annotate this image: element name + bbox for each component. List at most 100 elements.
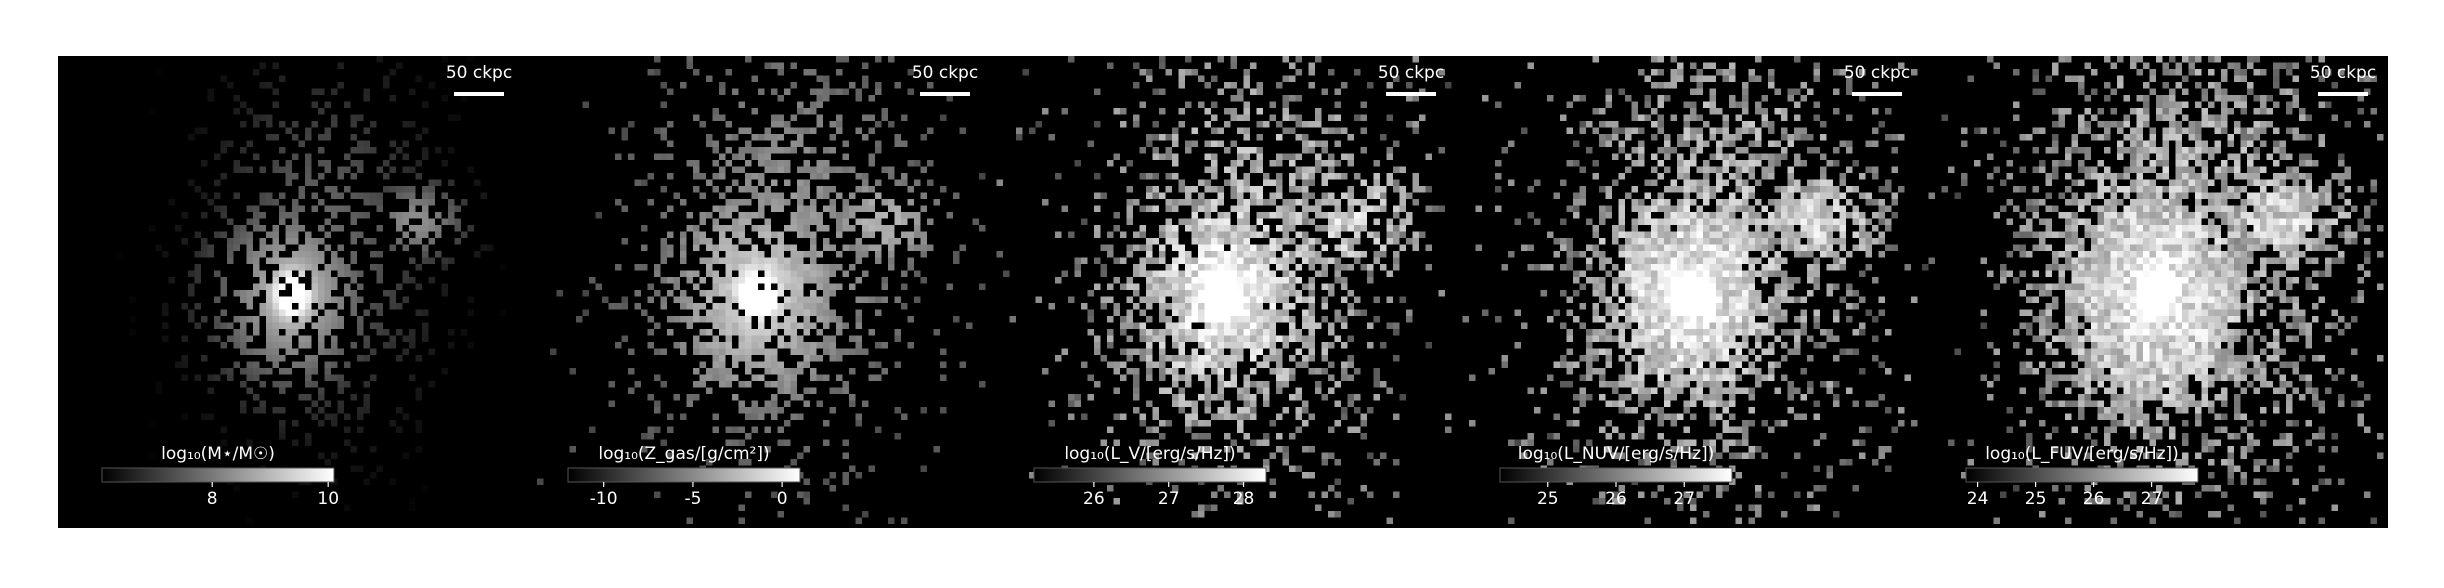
- map-pixel: [823, 290, 830, 297]
- map-pixel: [1244, 232, 1251, 239]
- map-pixel: [706, 349, 713, 356]
- map-pixel: [1133, 115, 1140, 122]
- map-pixel: [1270, 193, 1277, 200]
- map-pixel: [1393, 167, 1400, 174]
- map-pixel: [1257, 310, 1264, 317]
- map-pixel: [390, 186, 397, 193]
- map-pixel: [1658, 290, 1665, 297]
- map-pixel: [312, 180, 319, 187]
- map-pixel: [713, 251, 720, 258]
- map-pixel: [1270, 102, 1277, 109]
- map-pixel: [1367, 407, 1374, 414]
- map-pixel: [1328, 173, 1335, 180]
- map-pixel: [784, 245, 791, 252]
- map-pixel: [1697, 290, 1704, 297]
- map-pixel: [570, 368, 577, 375]
- map-pixel: [1625, 407, 1632, 414]
- map-pixel: [680, 414, 687, 421]
- map-pixel: [1198, 329, 1205, 336]
- map-pixel: [260, 212, 267, 219]
- map-pixel: [312, 401, 319, 408]
- map-pixel: [693, 336, 700, 343]
- map-pixel: [1218, 193, 1225, 200]
- map-pixel: [1419, 232, 1426, 239]
- map-pixel: [1237, 310, 1244, 317]
- map-pixel: [817, 121, 824, 128]
- map-pixel: [208, 375, 215, 382]
- map-pixel: [1289, 277, 1296, 284]
- map-pixel: [732, 349, 739, 356]
- map-pixel: [468, 56, 475, 63]
- map-pixel: [1814, 440, 1821, 447]
- map-pixel: [1049, 303, 1056, 310]
- map-pixel: [2033, 69, 2040, 76]
- map-pixel: [1400, 225, 1407, 232]
- map-pixel: [817, 342, 824, 349]
- map-pixel: [745, 212, 752, 219]
- map-pixel: [713, 316, 720, 323]
- map-pixel: [1801, 251, 1808, 258]
- map-pixel: [273, 199, 280, 206]
- map-pixel: [1322, 225, 1329, 232]
- map-pixel: [149, 225, 156, 232]
- map-pixel: [1807, 264, 1814, 271]
- map-pixel: [1250, 271, 1257, 278]
- map-pixel: [1794, 336, 1801, 343]
- map-pixel: [1840, 206, 1847, 213]
- map-pixel: [1684, 173, 1691, 180]
- map-pixel: [1820, 186, 1827, 193]
- map-pixel: [1606, 420, 1613, 427]
- map-pixel: [1328, 362, 1335, 369]
- map-pixel: [1211, 154, 1218, 161]
- map-pixel: [1690, 277, 1697, 284]
- map-pixel: [1192, 271, 1199, 278]
- map-pixel: [455, 206, 462, 213]
- map-pixel: [849, 264, 856, 271]
- map-pixel: [680, 258, 687, 265]
- map-pixel: [1289, 199, 1296, 206]
- map-pixel: [1671, 375, 1678, 382]
- map-pixel: [739, 297, 746, 304]
- map-pixel: [1159, 56, 1166, 63]
- map-pixel: [1322, 355, 1329, 362]
- map-pixel: [1231, 336, 1238, 343]
- map-pixel: [719, 245, 726, 252]
- map-pixel: [260, 277, 267, 284]
- map-pixel: [279, 355, 286, 362]
- map-pixel: [882, 342, 889, 349]
- map-pixel: [364, 89, 371, 96]
- map-pixel: [1205, 264, 1212, 271]
- map-pixel: [1237, 388, 1244, 395]
- map-pixel: [351, 271, 358, 278]
- map-pixel: [481, 193, 488, 200]
- map-pixel: [895, 219, 902, 226]
- map-pixel: [765, 232, 772, 239]
- map-pixel: [1898, 186, 1905, 193]
- map-pixel: [843, 219, 850, 226]
- map-pixel: [325, 290, 332, 297]
- map-pixel: [719, 193, 726, 200]
- map-pixel: [1406, 219, 1413, 226]
- map-pixel: [888, 232, 895, 239]
- map-pixel: [1768, 141, 1775, 148]
- map-pixel: [1573, 407, 1580, 414]
- map-pixel: [1768, 199, 1775, 206]
- map-pixel: [784, 375, 791, 382]
- map-pixel: [292, 199, 299, 206]
- map-pixel: [1276, 414, 1283, 421]
- map-pixel: [869, 186, 876, 193]
- map-pixel: [1257, 147, 1264, 154]
- map-pixel: [1794, 186, 1801, 193]
- map-pixel: [2033, 76, 2040, 83]
- map-pixel: [1469, 375, 1476, 382]
- map-pixel: [1612, 310, 1619, 317]
- map-pixel: [836, 316, 843, 323]
- map-pixel: [1677, 134, 1684, 141]
- map-pixel: [1387, 180, 1394, 187]
- map-pixel: [1380, 199, 1387, 206]
- map-pixel: [1632, 128, 1639, 135]
- map-pixel: [1107, 316, 1114, 323]
- map-pixel: [1775, 141, 1782, 148]
- map-pixel: [448, 219, 455, 226]
- map-pixel: [383, 160, 390, 167]
